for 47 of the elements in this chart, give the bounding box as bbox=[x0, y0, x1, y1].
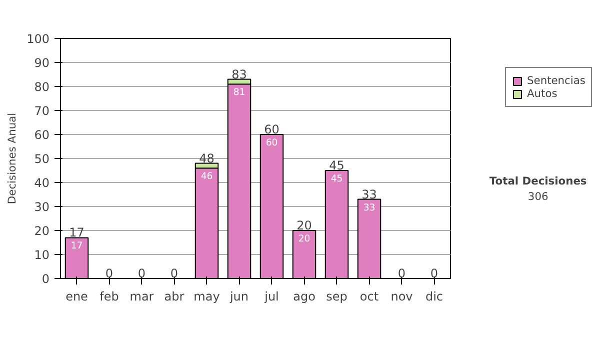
total-label: 45 bbox=[329, 158, 344, 172]
x-tick-label: feb bbox=[100, 290, 119, 304]
y-tick-label: 100 bbox=[26, 32, 50, 46]
x-tick-label: mar bbox=[130, 290, 154, 304]
x-tick-label: jul bbox=[264, 290, 279, 304]
data-label: 17 bbox=[70, 240, 83, 252]
data-label: 46 bbox=[200, 171, 213, 182]
total-label: 0 bbox=[170, 266, 178, 280]
data-label: 81 bbox=[233, 87, 246, 98]
x-tick-label: oct bbox=[360, 290, 379, 304]
data-label: 60 bbox=[266, 138, 278, 148]
y-tick-label: 80 bbox=[34, 80, 50, 94]
y-tick-label: 10 bbox=[34, 248, 50, 262]
total-label: 0 bbox=[138, 266, 146, 280]
x-tick-label: ago bbox=[293, 290, 316, 304]
x-tick-label: ene bbox=[66, 290, 88, 304]
total-label: 0 bbox=[430, 266, 438, 280]
y-tick-label: 30 bbox=[34, 200, 50, 214]
x-tick-label: abr bbox=[164, 290, 184, 304]
x-tick-label: nov bbox=[390, 290, 413, 304]
y-tick-label: 70 bbox=[34, 104, 50, 118]
x-tick-label: sep bbox=[326, 290, 348, 304]
y-axis-title: Decisiones Anual bbox=[6, 112, 19, 204]
y-tick-label: 40 bbox=[34, 176, 50, 190]
total-label: 0 bbox=[105, 266, 114, 280]
x-tick-label: may bbox=[194, 290, 220, 304]
total-label: 33 bbox=[362, 187, 377, 202]
total-label: 17 bbox=[69, 226, 84, 240]
y-tick-label: 60 bbox=[34, 128, 50, 142]
y-tick-label: 90 bbox=[34, 56, 50, 70]
y-tick-label: 20 bbox=[34, 224, 50, 238]
total-label: 0 bbox=[398, 266, 406, 280]
text: Total Decisiones bbox=[489, 174, 587, 188]
legend-label: Sentencias bbox=[527, 74, 586, 87]
total-label: 48 bbox=[199, 151, 214, 166]
data-label: 20 bbox=[298, 234, 310, 244]
total-label: 60 bbox=[264, 122, 280, 136]
legend-label: Autos bbox=[527, 87, 558, 100]
x-tick-label: dic bbox=[425, 290, 444, 304]
x-tick-label: jun bbox=[228, 290, 249, 304]
total-label: 83 bbox=[232, 67, 247, 82]
text: 306 bbox=[528, 190, 548, 203]
y-tick-label: 50 bbox=[34, 152, 50, 166]
data-label: 33 bbox=[363, 202, 376, 214]
total-label: 20 bbox=[296, 218, 312, 232]
y-tick-label: 0 bbox=[42, 272, 50, 286]
data-label: 45 bbox=[330, 174, 343, 184]
